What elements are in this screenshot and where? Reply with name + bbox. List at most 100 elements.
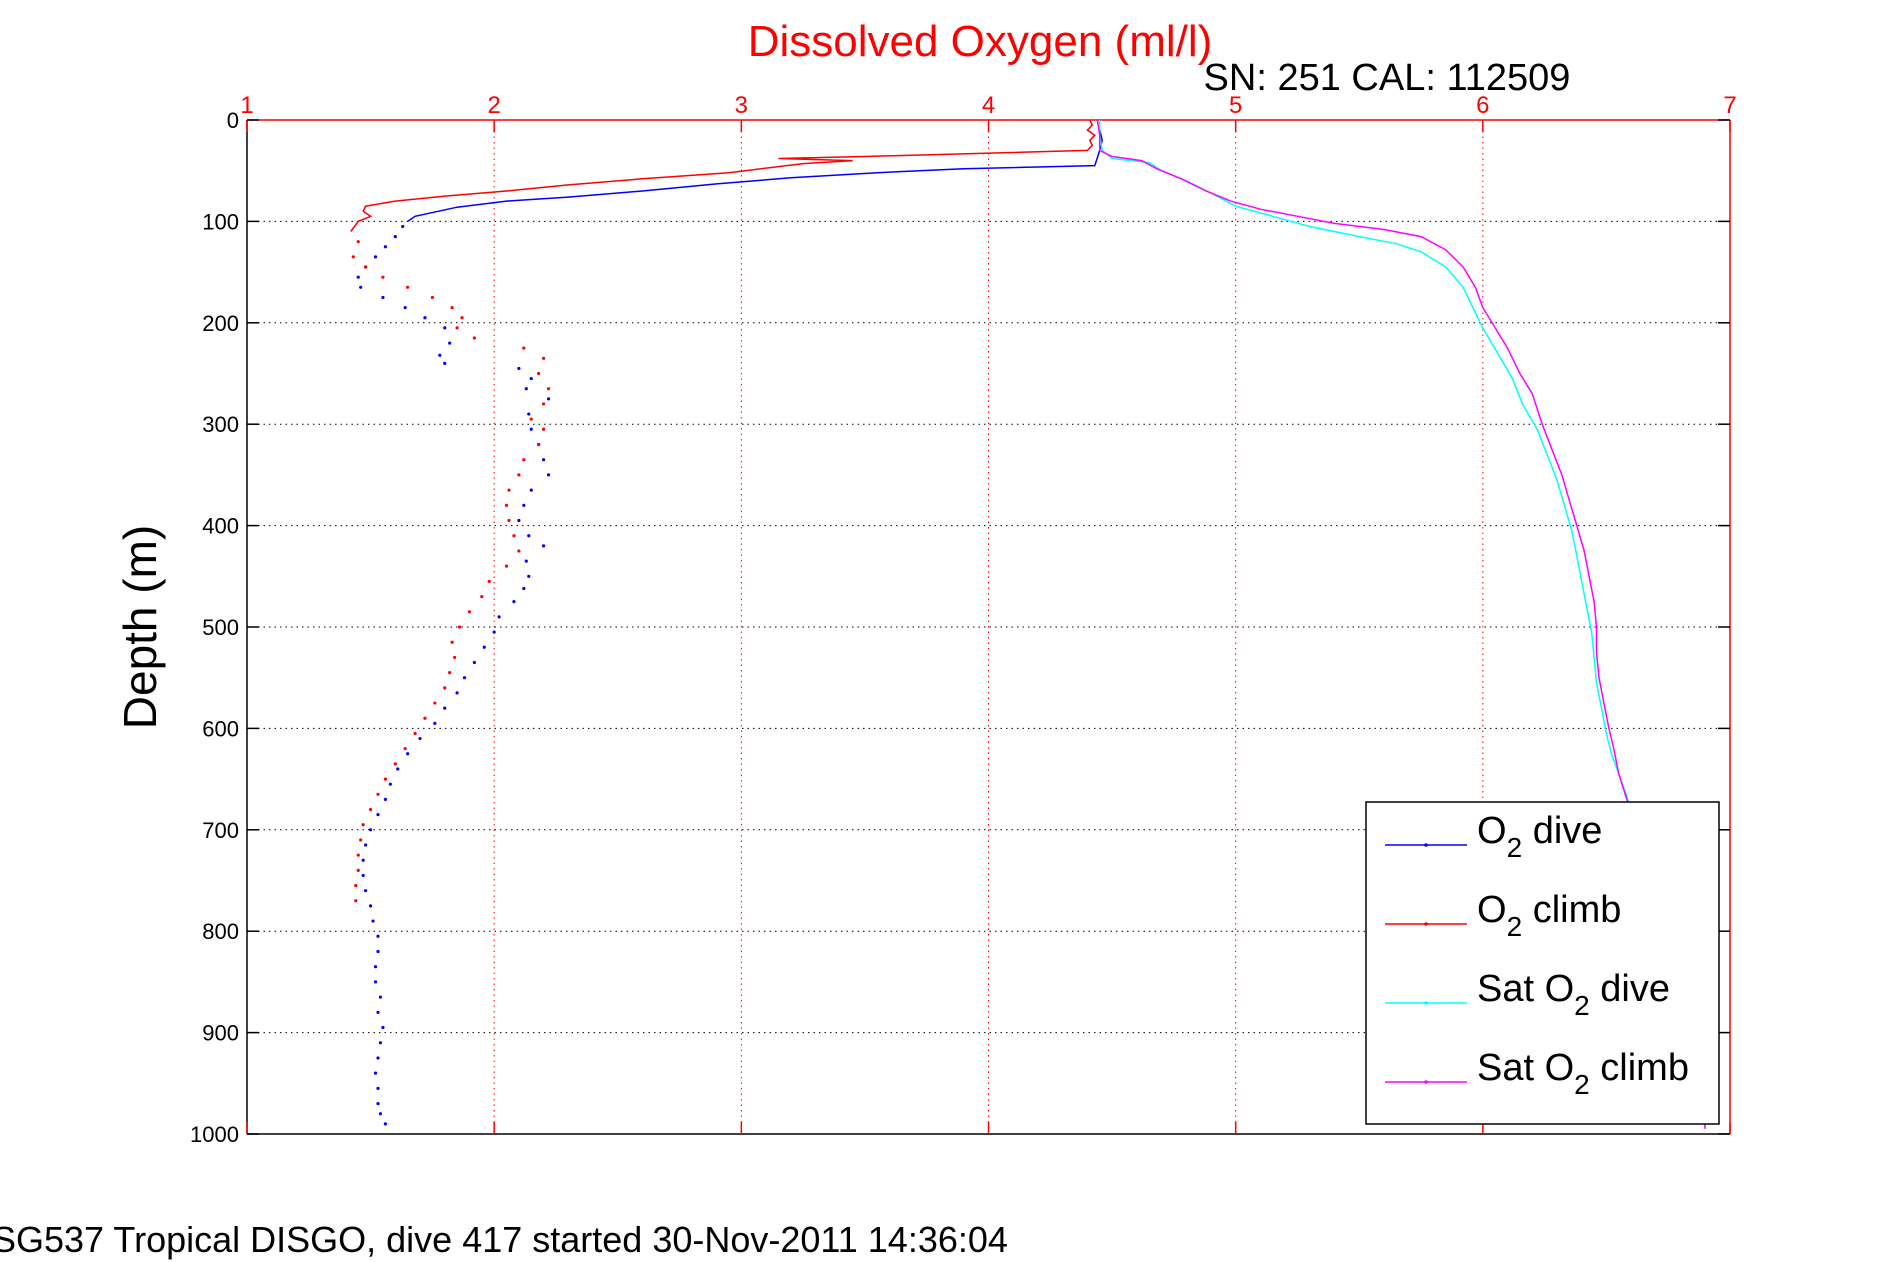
series-point-o2-climb [433,701,437,705]
y-tick-label: 0 [227,108,239,133]
series-point-o2-dive [383,1122,388,1126]
series-point-o2-dive [373,980,378,984]
series-point-o2-dive [396,767,400,771]
series-point-o2-climb [537,442,541,447]
series-point-o2-dive [542,544,546,548]
series-point-o2-climb [381,275,385,279]
series-point-o2-climb [542,402,546,406]
y-tick-label: 500 [202,615,239,640]
legend-label: Sat O2 dive [1477,968,1670,1021]
series-point-o2-dive [546,473,551,477]
series-point-o2-climb [504,564,509,568]
legend-label: O2 climb [1477,889,1621,942]
series-point-o2-climb [443,686,447,690]
series-point-o2-climb [507,488,511,492]
series-point-o2-dive [368,828,373,832]
series-point-o2-climb [406,285,410,289]
series-point-o2-climb [364,265,368,269]
series-point-o2-dive [383,797,388,801]
series-point-o2-dive [361,873,365,878]
series-point-o2-dive [376,949,380,954]
x-tick-label: 1 [240,92,253,119]
series-point-o2-climb [542,427,546,431]
series-point-o2-dive [522,586,526,591]
x-tick-label: 7 [1723,92,1736,119]
series-point-o2-climb [537,371,541,376]
series-point-o2-dive [497,615,501,619]
series-point-o2-dive [462,676,467,680]
series-point-o2-dive [381,295,385,300]
series-point-o2-dive [373,1071,378,1075]
grid [247,120,1730,1134]
series-point-o2-dive [383,245,388,249]
series-point-o2-climb [504,503,509,507]
series-point-o2-dive [482,645,486,649]
series-point-o2-climb [423,716,427,720]
series-point-o2-dive [359,285,363,289]
legend-box [1365,801,1720,1125]
series-point-o2-climb [413,731,417,736]
x-tick-label: 5 [1229,92,1242,119]
series-point-o2-dive [376,1101,380,1106]
series-point-o2-dive [529,427,533,431]
series-point-o2-climb [507,518,511,523]
legend-swatch-marker [1424,1001,1428,1005]
series-point-o2-climb [453,655,457,660]
series-point-o2-dive [438,353,442,357]
x-tick-label: 4 [982,92,995,119]
x-tick-label: 3 [735,92,748,119]
series-point-o2-climb [448,671,452,675]
series-point-o2-climb [376,792,380,796]
legend-swatch-marker [1424,843,1428,847]
axes: 1 2 3 4 5 6 7 0 100 200 300 400 500 600 700 800 900 1000 [190,92,1737,1147]
series-point-o2-dive [403,305,407,310]
series-point-o2-dive [376,812,380,817]
series-point-o2-dive [522,503,526,507]
y-tick-label: 100 [202,209,239,234]
series-point-o2-dive [542,458,546,462]
series-point-o2-dive [381,1025,385,1030]
y-tick-label: 400 [202,514,239,539]
series-point-o2-climb [517,473,521,477]
series-point-o2-climb [460,316,464,320]
series-point-o2-dive [433,721,437,725]
series-point-o2-dive [378,1112,383,1116]
y-tick-label: 300 [202,412,239,437]
series-point-o2-dive [361,858,365,862]
series-point-o2-climb [351,255,355,259]
series-point-o2-dive [376,934,380,938]
y-tick-label: 900 [202,1021,239,1046]
series-point-o2-climb [546,387,551,391]
legend: O2 dive O2 climb Sat O2 dive Sat O2 climb [1365,801,1720,1125]
series-point-o2-climb [472,336,476,340]
series-point-o2-climb [368,807,373,812]
series-point-o2-climb [517,549,521,553]
series-point-o2-dive [388,782,392,786]
series-point-o2-dive [376,1056,380,1060]
series-point-o2-climb [529,417,533,421]
y-tick-label: 700 [202,818,239,843]
series-point-o2-climb [522,458,526,462]
series-point-o2-climb [457,625,462,629]
series-point-o2-dive [517,518,521,523]
series-point-o2-climb [467,610,472,614]
series-point-o2-climb [542,356,546,360]
series-point-o2-climb [450,640,454,644]
series-point-o2-climb [403,747,407,751]
series-point-o2-climb [393,762,397,766]
y-tick-label: 1000 [190,1122,239,1147]
series-point-o2-dive [527,534,531,538]
series-point-o2-dive [527,574,531,578]
series-point-o2-dive [529,488,533,492]
series-point-o2-climb [480,594,484,599]
series-point-o2-climb [354,883,358,888]
series-point-o2-climb [356,853,360,857]
series-point-o2-dive [364,889,368,893]
series-point-o2-dive [472,660,476,665]
series-point-o2-climb [361,823,365,827]
y-tick-label: 600 [202,716,239,741]
series-point-o2-dive [517,366,521,371]
series-point-o2-dive [546,397,551,401]
series-point-o2-dive [356,275,360,279]
